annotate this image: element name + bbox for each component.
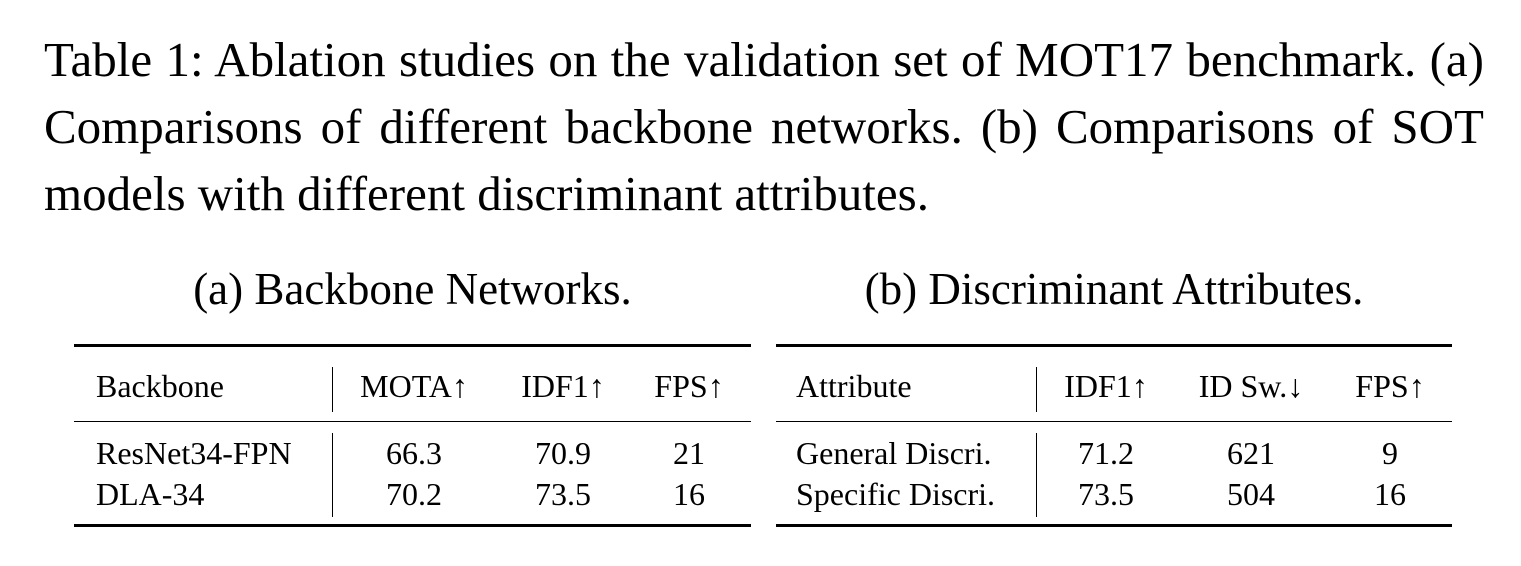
cell-value: 9 (1382, 435, 1398, 471)
row-label: General Discri. (796, 435, 992, 471)
row-label: DLA-34 (96, 476, 205, 512)
header-rule (74, 421, 751, 423)
row-label: Specific Discri. (796, 476, 996, 512)
top-rule (74, 344, 751, 347)
header-separator (1036, 367, 1038, 412)
body-separator (332, 433, 334, 517)
header-mota: MOTA↑ (360, 368, 468, 404)
cell-value: 21 (673, 435, 705, 471)
header-rule (776, 421, 1452, 423)
cell-value: 71.2 (1078, 435, 1134, 471)
header-attribute: Attribute (796, 368, 912, 404)
cell-value: 621 (1227, 435, 1275, 471)
bottom-rule (776, 524, 1452, 527)
subtable-b-title: (b) Discriminant Attributes. (864, 264, 1364, 314)
header-idf1: IDF1↑ (1064, 368, 1148, 404)
header-fps: FPS↑ (654, 368, 724, 404)
cell-value: 504 (1227, 476, 1275, 512)
body-separator (1036, 433, 1038, 517)
header-idf1: IDF1↑ (521, 368, 605, 404)
cell-value: 73.5 (1078, 476, 1134, 512)
row-label: ResNet34-FPN (96, 435, 292, 471)
cell-value: 73.5 (535, 476, 591, 512)
bottom-rule (74, 524, 751, 527)
cell-value: 70.2 (386, 476, 442, 512)
top-rule (776, 344, 1452, 347)
subtable-a-title: (a) Backbone Networks. (193, 264, 632, 314)
cell-value: 70.9 (535, 435, 591, 471)
header-fps: FPS↑ (1355, 368, 1425, 404)
header-id-switches: ID Sw.↓ (1198, 368, 1304, 404)
cell-value: 16 (673, 476, 705, 512)
table-caption: Table 1: Ablation studies on the validat… (44, 32, 1484, 221)
cell-value: 16 (1374, 476, 1406, 512)
header-separator (332, 367, 334, 412)
cell-value: 66.3 (386, 435, 442, 471)
header-backbone: Backbone (96, 368, 224, 404)
